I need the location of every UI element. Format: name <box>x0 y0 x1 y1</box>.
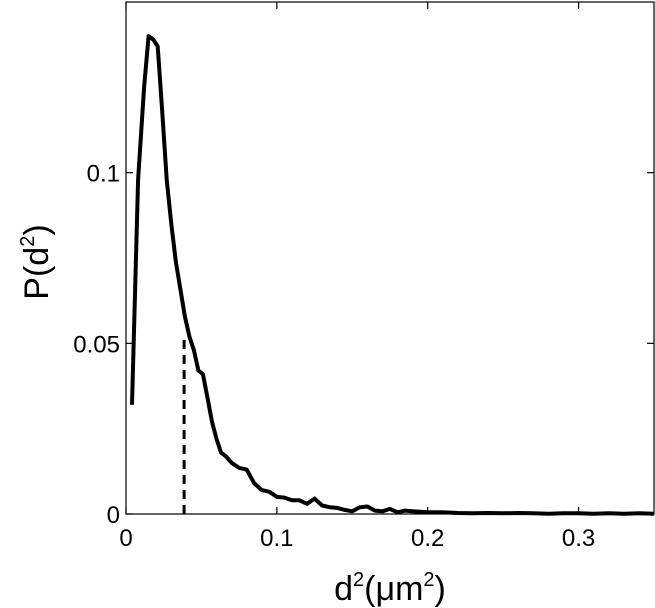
y-tick-label: 0.05 <box>73 331 120 358</box>
y-tick-label: 0.1 <box>87 161 120 188</box>
x-tick-label: 0.2 <box>411 525 444 552</box>
y-tick-label: 0 <box>107 502 120 529</box>
x-tick-label: 0.3 <box>562 525 595 552</box>
x-axis-title: d2(μm2) <box>334 569 446 608</box>
distribution-line <box>130 34 655 516</box>
plot-frame <box>125 1 655 515</box>
x-tick-label: 0.1 <box>260 525 293 552</box>
ticks: 0 0.1 0.2 0.3 0 0.05 0.1 <box>73 2 654 552</box>
x-tick-label: 0 <box>119 525 132 552</box>
y-axis-title: P(d2) <box>17 224 56 299</box>
series <box>130 34 655 516</box>
